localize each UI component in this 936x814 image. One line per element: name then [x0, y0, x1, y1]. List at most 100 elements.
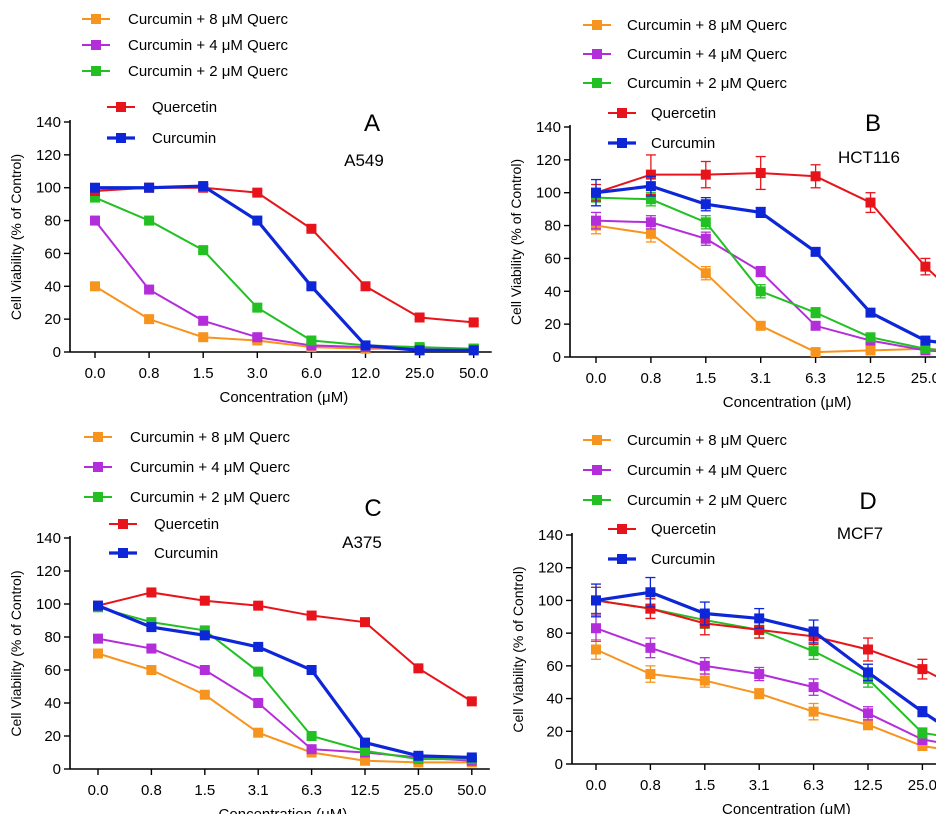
- x-tick-label: 1.5: [695, 370, 716, 387]
- data-point: [917, 734, 928, 745]
- legend-marker: [592, 20, 602, 30]
- data-point: [306, 610, 317, 621]
- y-tick-label: 40: [44, 278, 61, 295]
- legend-marker: [592, 495, 602, 505]
- data-point: [253, 641, 264, 652]
- legend-label: Curcumin: [651, 551, 715, 568]
- series-line: [97, 637, 472, 762]
- x-tick-label: 3.0: [247, 365, 268, 382]
- data-point: [468, 317, 479, 328]
- x-tick-label: 25.0: [911, 370, 936, 387]
- data-point: [865, 197, 876, 208]
- data-point: [199, 665, 210, 675]
- cell-line-label: MCF7: [837, 524, 883, 543]
- data-point: [198, 245, 209, 256]
- series-line: [595, 648, 936, 750]
- data-point: [865, 332, 876, 343]
- legend-marker: [592, 465, 602, 475]
- data-point: [199, 595, 210, 606]
- data-point: [414, 345, 425, 356]
- legend-label: Curcumin + 8 μM Querc: [128, 11, 288, 28]
- y-tick-label: 140: [536, 119, 561, 136]
- x-tick-label: 1.5: [194, 782, 215, 799]
- data-point: [645, 669, 656, 680]
- series-2: [90, 192, 479, 354]
- y-tick-label: 80: [546, 625, 563, 642]
- legend-label: Curcumin + 2 μM Querc: [627, 75, 787, 92]
- data-point: [146, 587, 157, 598]
- data-point: [863, 644, 873, 655]
- x-tick-label: 50.0: [457, 782, 486, 799]
- series-4: [90, 181, 479, 356]
- data-point: [917, 706, 928, 717]
- legend-label: Curcumin: [152, 130, 216, 147]
- legend-marker: [592, 49, 602, 59]
- y-tick-label: 100: [36, 596, 61, 613]
- data-point: [360, 281, 371, 292]
- panel-letter: D: [859, 488, 876, 515]
- legend-marker: [617, 108, 627, 118]
- legend-label: Curcumin + 2 μM Querc: [128, 63, 288, 80]
- data-point: [808, 706, 819, 717]
- y-axis-title: Cell Viability (% of Control): [510, 566, 526, 732]
- legend-label: Curcumin: [154, 545, 218, 562]
- legend-marker: [118, 548, 128, 558]
- data-point: [360, 737, 370, 748]
- y-tick-label: 100: [536, 185, 561, 202]
- y-tick-label: 0: [53, 761, 61, 778]
- data-point: [808, 646, 819, 657]
- y-axis-title: Cell Viability (% of Control): [508, 159, 524, 325]
- data-point: [755, 286, 766, 297]
- y-tick-label: 80: [544, 218, 561, 235]
- legend-label: Quercetin: [152, 99, 217, 116]
- legend-label: Curcumin + 4 μM Querc: [627, 46, 787, 63]
- data-point: [146, 665, 157, 675]
- x-tick-label: 6.3: [805, 370, 826, 387]
- legend-marker: [592, 435, 602, 445]
- series-line: [97, 591, 473, 703]
- legend-label: Curcumin + 2 μM Querc: [627, 492, 787, 509]
- data-point: [808, 626, 819, 637]
- data-point: [754, 688, 765, 699]
- data-point: [198, 181, 209, 192]
- data-point: [146, 643, 157, 654]
- panel-letter: A: [364, 110, 380, 137]
- x-tick-label: 12.5: [350, 782, 379, 799]
- legend-label: Curcumin + 4 μM Querc: [130, 459, 290, 476]
- data-point: [144, 215, 155, 226]
- legend-marker: [93, 492, 103, 502]
- series-line: [595, 171, 936, 278]
- legend: Curcumin + 8 μM Querc Curcumin + 4 μM Que…: [583, 432, 787, 568]
- data-point: [865, 307, 876, 318]
- data-point: [468, 345, 479, 356]
- data-point: [645, 603, 656, 614]
- data-point: [252, 332, 263, 343]
- y-axis-title: Cell Viability (% of Control): [8, 570, 24, 736]
- data-point: [252, 215, 263, 226]
- x-axis-title: Concentration (μM): [723, 394, 852, 411]
- data-point: [754, 624, 765, 635]
- x-tick-label: 0.8: [139, 365, 160, 382]
- y-tick-label: 60: [44, 662, 61, 679]
- data-point: [591, 215, 601, 226]
- data-point: [645, 181, 656, 192]
- series-line: [97, 606, 472, 761]
- series-line: [595, 627, 936, 743]
- chart-panel-d: 0 20 40 60 80 100 120 140 0.0 0.8 1.5 3.1 6.3 12.5 25.…: [510, 432, 936, 814]
- series-4: [93, 600, 477, 763]
- data-point: [920, 335, 931, 346]
- data-point: [198, 315, 209, 326]
- data-point: [917, 741, 928, 752]
- legend-label: Quercetin: [651, 105, 716, 122]
- x-tick-label: 1.5: [193, 365, 214, 382]
- x-tick-label: 25.0: [908, 777, 936, 794]
- legend-marker: [116, 102, 126, 112]
- x-axis-title: Concentration (μM): [722, 801, 851, 814]
- x-tick-label: 0.8: [141, 782, 162, 799]
- data-point: [645, 217, 656, 228]
- y-tick-label: 60: [44, 245, 61, 262]
- y-tick-label: 140: [36, 114, 61, 131]
- data-point: [810, 307, 821, 318]
- data-point: [253, 698, 264, 708]
- legend-label: Curcumin + 8 μM Querc: [627, 17, 787, 34]
